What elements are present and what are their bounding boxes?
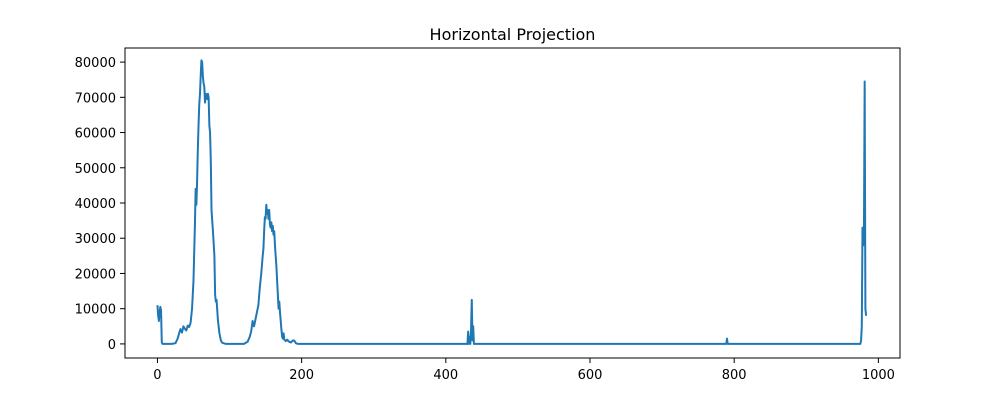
y-tick-label: 70000 bbox=[75, 91, 116, 106]
y-tick-label: 20000 bbox=[75, 267, 116, 282]
x-tick-label: 800 bbox=[722, 368, 747, 383]
x-tick-label: 600 bbox=[578, 368, 603, 383]
x-tick-label: 200 bbox=[289, 368, 314, 383]
series-line-0 bbox=[156, 59, 868, 345]
y-tick-label: 40000 bbox=[75, 197, 116, 212]
y-tick-label: 50000 bbox=[75, 162, 116, 177]
plot-area bbox=[156, 59, 868, 345]
y-tick-label: 80000 bbox=[75, 56, 116, 71]
y-tick-label: 30000 bbox=[75, 232, 116, 247]
axes: 0 200 400 600 800 100001000020000300004000050… bbox=[75, 47, 901, 383]
x-tick-label: 1000 bbox=[862, 368, 895, 383]
x-tick-label: 0 bbox=[153, 368, 161, 383]
chart-title: Horizontal Projection bbox=[430, 25, 596, 44]
axes-frame bbox=[124, 47, 901, 359]
y-tick-label: 0 bbox=[108, 338, 116, 353]
y-tick-label: 60000 bbox=[75, 127, 116, 142]
y-tick-label: 10000 bbox=[75, 303, 116, 318]
x-tick-label: 400 bbox=[433, 368, 458, 383]
